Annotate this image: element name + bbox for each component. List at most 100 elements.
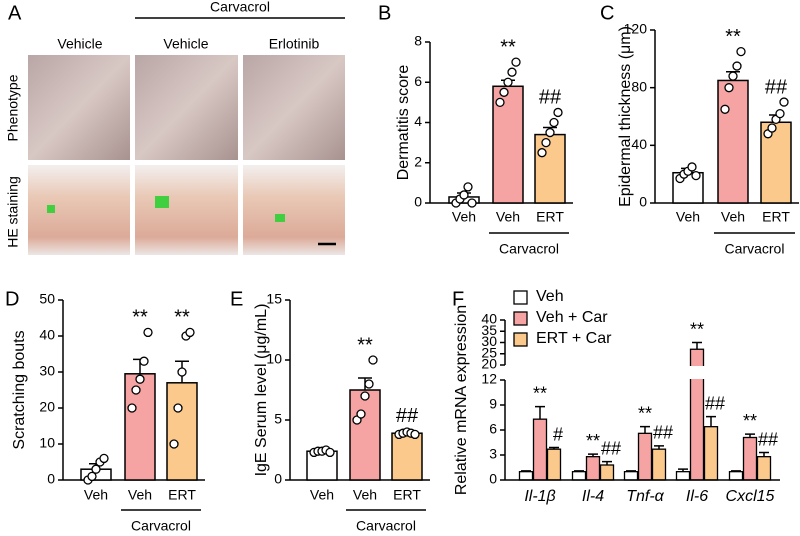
photo xyxy=(243,55,345,160)
y-tick-label: 50 xyxy=(39,291,55,307)
data-point xyxy=(553,107,563,118)
bar xyxy=(349,389,381,481)
y-axis-label: Relative mRNA expression xyxy=(453,305,470,495)
data-point xyxy=(775,108,785,119)
y-tick-label: 10 xyxy=(39,435,55,451)
data-point xyxy=(410,429,420,440)
significance: # xyxy=(553,424,563,444)
y-tick-label: 40 xyxy=(39,327,55,343)
error-bar xyxy=(535,405,545,420)
bar xyxy=(532,418,548,481)
panel-a-images xyxy=(28,17,345,255)
data-point xyxy=(499,87,509,97)
x-tick-label: Veh xyxy=(496,209,520,225)
data-point xyxy=(495,97,505,108)
data-point xyxy=(724,83,734,93)
bar xyxy=(585,456,601,481)
data-point xyxy=(463,182,473,192)
data-point xyxy=(87,471,97,482)
x-tick-label: Tnf-α xyxy=(626,488,664,505)
significance: ** xyxy=(533,383,547,403)
y-tick-label: 12 xyxy=(481,371,497,387)
marker xyxy=(275,214,285,222)
data-point xyxy=(541,137,551,148)
legend-label: ERT + Car xyxy=(536,330,612,347)
column-label: Vehicle xyxy=(57,36,102,52)
y-tick-label: 4 xyxy=(414,113,422,129)
y-tick-label: 0 xyxy=(47,471,55,487)
y-tick-label: 0 xyxy=(639,194,647,210)
y-tick-label: 80 xyxy=(631,78,647,94)
y-tick-label: 0 xyxy=(414,194,422,210)
significance: ** xyxy=(690,319,704,339)
significance: ## xyxy=(765,76,788,98)
y-tick-label: 40 xyxy=(481,311,497,327)
x-tick-label: Veh xyxy=(353,487,377,503)
error-bar xyxy=(588,453,598,457)
data-point xyxy=(356,409,366,419)
column-label: Erlotinib xyxy=(269,36,320,52)
y-tick-label: 20 xyxy=(39,399,55,415)
histology xyxy=(243,165,345,255)
data-point xyxy=(503,77,513,87)
significance: ** xyxy=(638,403,652,423)
legend-swatch xyxy=(513,290,528,305)
histology xyxy=(28,165,130,255)
panel-letter: E xyxy=(230,288,243,310)
axis-break-gap xyxy=(497,366,787,379)
y-axis-label: IgE Serum level (μg/mL) xyxy=(253,304,270,477)
error-bar xyxy=(574,470,584,472)
data-point xyxy=(459,190,469,200)
x-tick-label: Il-1β xyxy=(524,488,555,505)
panel-letter: B xyxy=(378,2,391,24)
data-point xyxy=(537,148,547,158)
x-tick-label: ERT xyxy=(536,209,564,225)
y-axis-label: Scratching bouts xyxy=(11,330,28,449)
bar xyxy=(703,426,719,481)
error-bar xyxy=(654,445,664,450)
error-bar xyxy=(731,470,741,472)
bar xyxy=(623,471,639,481)
x-tick-label: Il-6 xyxy=(686,488,708,505)
error-bar xyxy=(549,446,559,450)
photo xyxy=(135,55,238,160)
significance: ** xyxy=(500,36,516,58)
y-tick-label: 0 xyxy=(489,471,497,487)
y-tick-label: 40 xyxy=(631,136,647,152)
group-label: Carvacrol xyxy=(499,241,559,257)
significance: ## xyxy=(396,405,419,427)
significance: ** xyxy=(174,307,190,329)
bar xyxy=(124,373,156,481)
error-bar xyxy=(745,433,755,438)
bar xyxy=(599,464,615,481)
significance: ## xyxy=(539,87,562,109)
panel-letter: C xyxy=(600,2,614,24)
y-tick-label: 8 xyxy=(414,33,422,49)
bar xyxy=(756,456,772,481)
bar xyxy=(166,382,198,481)
legend-label: Veh xyxy=(536,288,564,305)
significance: ** xyxy=(586,431,600,451)
group-label: Carvacrol xyxy=(131,518,191,534)
panel-letter: F xyxy=(452,288,464,310)
data-point xyxy=(169,439,179,449)
data-point xyxy=(511,57,521,67)
data-point xyxy=(549,117,559,128)
y-tick-label: 3 xyxy=(489,446,497,462)
significance: ## xyxy=(601,438,621,458)
bar xyxy=(760,121,792,204)
x-tick-label: Veh xyxy=(84,487,108,503)
significance: ** xyxy=(132,307,148,329)
y-tick-label: 30 xyxy=(481,333,497,349)
error-bar xyxy=(759,451,769,457)
x-tick-label: Il-4 xyxy=(582,488,604,505)
data-point xyxy=(131,385,141,395)
legend-swatch xyxy=(513,311,528,326)
bar xyxy=(546,448,562,481)
group-label: Carvacrol xyxy=(356,518,416,534)
data-point xyxy=(91,464,101,474)
error-bar xyxy=(678,468,688,472)
data-point xyxy=(135,374,145,384)
significance: ** xyxy=(743,411,757,431)
bar xyxy=(675,471,691,481)
